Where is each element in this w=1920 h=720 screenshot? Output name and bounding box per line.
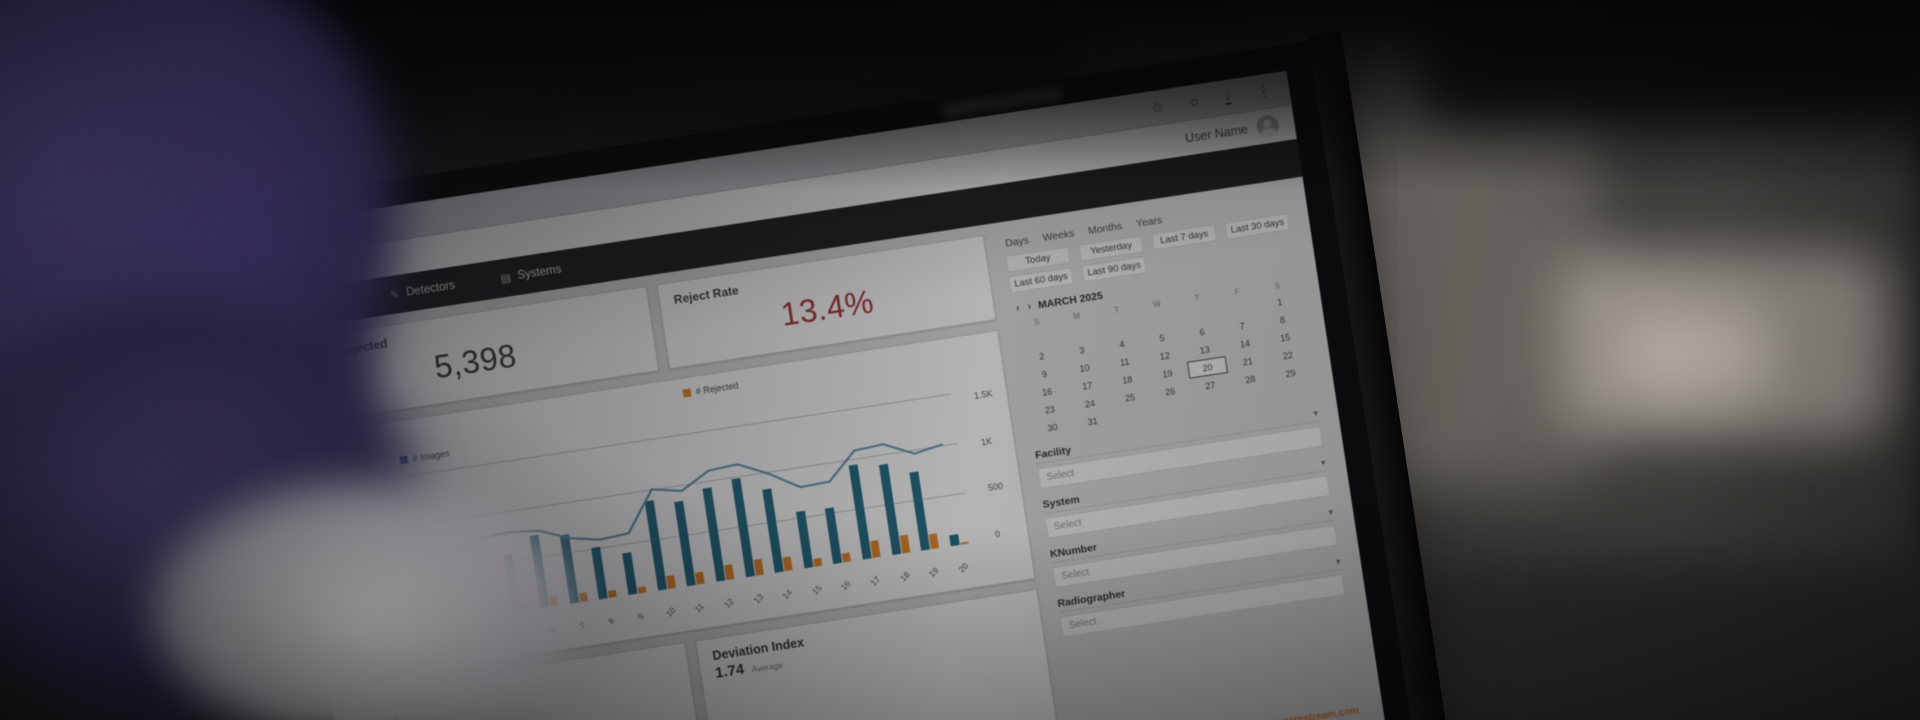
pencil-icon: ✎ [389, 288, 401, 302]
filter-sidebar: Days Weeks Months Years Today Yesterday Last … [994, 188, 1376, 720]
period-tab-weeks[interactable]: Weeks [1041, 227, 1076, 244]
x-tick-label: 19 [926, 565, 941, 579]
y-tick-label: 1K [980, 435, 993, 448]
y-tick-label: 0 [994, 528, 1001, 540]
browser-menu-icon[interactable]: ⋮ [1255, 81, 1273, 101]
x-tick-label: 15 [809, 582, 824, 597]
rejected-legend-label: # Rejected [695, 380, 740, 397]
nav-tab-systems[interactable]: ▤ Systems [499, 263, 563, 286]
x-tick-label: 18 [897, 569, 912, 584]
chevron-down-icon[interactable]: ▾ [1335, 555, 1342, 567]
x-tick-label: 10 [663, 605, 678, 619]
filter-label: System [1041, 493, 1081, 511]
x-tick-label: 17 [868, 574, 883, 588]
systems-icon: ▤ [499, 271, 512, 286]
filter-label: KNumber [1049, 541, 1098, 561]
y-tick-label: 1.5K [973, 388, 994, 402]
chevron-down-icon[interactable]: ▾ [1327, 506, 1334, 517]
sidebar-footer: www.carestream.com Last Updated: 2025-03… [1078, 699, 1367, 720]
x-tick-label: 9 [635, 611, 647, 622]
user-avatar[interactable] [1255, 113, 1281, 139]
deviation-average-value: 1.74 [713, 660, 746, 682]
background-blur [1420, 0, 1920, 120]
x-tick-label: 11 [692, 600, 707, 615]
period-tab-months[interactable]: Months [1087, 220, 1124, 238]
background-blur [1620, 310, 1770, 400]
x-tick-label: 16 [839, 578, 853, 593]
y-tick-label: 500 [987, 481, 1004, 494]
images-legend-label: # Images [411, 448, 451, 464]
x-tick-label: 14 [780, 587, 795, 602]
carestream-link[interactable]: www.carestream.com [1256, 705, 1360, 720]
download-icon[interactable]: ↓ [1222, 87, 1232, 106]
calendar-next-icon[interactable]: › [1026, 300, 1033, 314]
x-tick-label: 12 [721, 596, 736, 610]
chevron-down-icon[interactable]: ▾ [1312, 407, 1319, 418]
nav-tab-label: Detectors [405, 279, 456, 299]
deviation-average-suffix: Average [750, 659, 784, 675]
period-tab-days[interactable]: Days [1004, 234, 1030, 250]
chart-y-axis: 1.5K 1K 500 0 [973, 388, 1014, 539]
filters: Facility ▾ Select System ▾ Select KNumber ▾ Sele… [1034, 404, 1347, 645]
bookmark-star-icon[interactable]: ☆ [1149, 98, 1166, 117]
nav-tab-label: Systems [516, 263, 563, 282]
legend-rejected[interactable]: # Rejected [682, 380, 739, 398]
user-name-label[interactable]: User Name [1184, 122, 1249, 146]
rejected-legend-swatch [682, 388, 692, 398]
nav-tab-detectors[interactable]: ✎ Detectors [389, 279, 456, 302]
filter-label: Facility [1034, 444, 1072, 462]
x-tick-label: 8 [606, 615, 617, 627]
x-tick-label: 13 [751, 591, 765, 606]
calendar-prev-icon[interactable]: ‹ [1015, 302, 1021, 315]
period-tab-years[interactable]: Years [1135, 214, 1164, 230]
x-tick-label: 20 [956, 560, 970, 575]
browser-profile-icon[interactable]: ○ [1188, 92, 1200, 111]
chevron-down-icon[interactable]: ▾ [1320, 456, 1327, 468]
